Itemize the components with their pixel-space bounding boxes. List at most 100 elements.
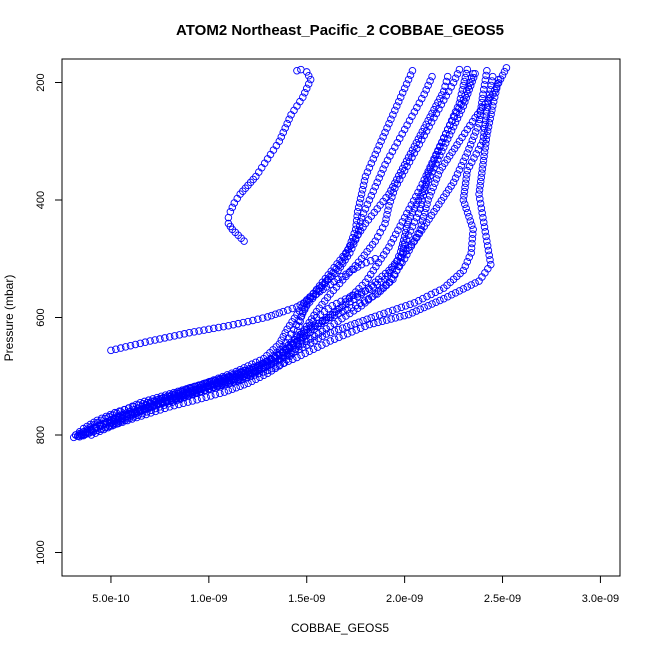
data-point bbox=[466, 121, 474, 130]
data-point bbox=[460, 187, 469, 196]
data-point bbox=[443, 292, 452, 301]
data-point bbox=[326, 313, 334, 322]
data-point bbox=[455, 166, 464, 174]
data-point bbox=[413, 103, 421, 112]
data-point bbox=[161, 404, 169, 413]
data-point bbox=[107, 346, 115, 355]
data-point bbox=[382, 247, 391, 255]
data-point bbox=[330, 335, 339, 343]
data-point bbox=[396, 257, 405, 266]
y-tick-label: 600 bbox=[35, 308, 47, 326]
data-point bbox=[377, 278, 385, 286]
data-point bbox=[412, 307, 421, 315]
data-point bbox=[395, 134, 404, 143]
data-point bbox=[383, 156, 392, 165]
data-point bbox=[338, 257, 346, 266]
data-point bbox=[443, 155, 451, 164]
data-point bbox=[470, 154, 478, 162]
data-point bbox=[410, 142, 419, 151]
data-point bbox=[184, 387, 193, 396]
data-point bbox=[453, 70, 462, 78]
data-point bbox=[432, 159, 440, 168]
data-point bbox=[462, 204, 470, 213]
data-point bbox=[287, 330, 295, 338]
data-point bbox=[346, 309, 354, 318]
data-point bbox=[473, 124, 482, 132]
data-point bbox=[339, 331, 348, 340]
data-point bbox=[417, 221, 426, 229]
data-point bbox=[398, 240, 407, 248]
data-point bbox=[379, 165, 387, 173]
data-point bbox=[277, 336, 286, 345]
data-point bbox=[301, 349, 310, 358]
data-point bbox=[396, 222, 404, 230]
data-point bbox=[343, 329, 352, 338]
data-point bbox=[180, 388, 188, 397]
data-point bbox=[111, 408, 119, 417]
data-point bbox=[449, 122, 458, 131]
data-point bbox=[123, 416, 132, 425]
data-point bbox=[361, 287, 370, 295]
data-point bbox=[121, 343, 130, 351]
data-point bbox=[420, 303, 428, 312]
plot-frame bbox=[61, 58, 621, 577]
data-point bbox=[491, 89, 500, 97]
data-point bbox=[481, 140, 490, 148]
data-point bbox=[463, 283, 472, 291]
data-point bbox=[255, 373, 264, 382]
data-point bbox=[426, 192, 434, 200]
data-point bbox=[418, 94, 426, 103]
data-point bbox=[263, 313, 272, 321]
x-axis-label: COBBAE_GEOS5 bbox=[291, 621, 389, 635]
data-point bbox=[395, 172, 403, 180]
data-point bbox=[371, 237, 380, 245]
data-point bbox=[486, 114, 494, 123]
data-point bbox=[355, 199, 364, 207]
data-point bbox=[447, 126, 456, 135]
data-point bbox=[193, 385, 202, 393]
data-point bbox=[476, 141, 485, 150]
data-point bbox=[354, 203, 363, 212]
data-point bbox=[299, 307, 307, 316]
data-point bbox=[406, 71, 415, 79]
data-point bbox=[458, 133, 466, 142]
data-point bbox=[240, 381, 248, 389]
data-point bbox=[484, 123, 493, 131]
data-point bbox=[334, 309, 343, 318]
data-point bbox=[394, 226, 402, 234]
data-point bbox=[133, 413, 141, 422]
data-point bbox=[289, 349, 297, 357]
data-point bbox=[349, 238, 357, 246]
data-point bbox=[449, 78, 458, 87]
data-point bbox=[255, 361, 264, 370]
data-point bbox=[295, 322, 303, 331]
data-point bbox=[455, 65, 464, 74]
data-point bbox=[115, 407, 124, 415]
data-point bbox=[431, 288, 440, 297]
data-point bbox=[476, 181, 484, 190]
data-point bbox=[478, 165, 487, 173]
data-point bbox=[418, 188, 427, 197]
data-point bbox=[205, 325, 213, 334]
data-point bbox=[404, 75, 413, 84]
data-point bbox=[418, 217, 427, 225]
data-point bbox=[463, 125, 472, 134]
data-point bbox=[232, 383, 241, 392]
data-point bbox=[310, 336, 319, 345]
data-point bbox=[220, 388, 229, 396]
data-point bbox=[310, 332, 319, 341]
data-point bbox=[395, 252, 403, 261]
data-point bbox=[460, 192, 468, 200]
data-point bbox=[443, 72, 452, 81]
data-point bbox=[304, 80, 313, 88]
data-point bbox=[387, 239, 395, 247]
data-point bbox=[281, 329, 289, 337]
data-point bbox=[483, 108, 491, 116]
data-point bbox=[488, 106, 496, 114]
data-point bbox=[364, 294, 373, 303]
data-point bbox=[393, 175, 401, 184]
data-point bbox=[110, 421, 118, 429]
data-point bbox=[356, 194, 365, 203]
data-point bbox=[451, 289, 460, 297]
